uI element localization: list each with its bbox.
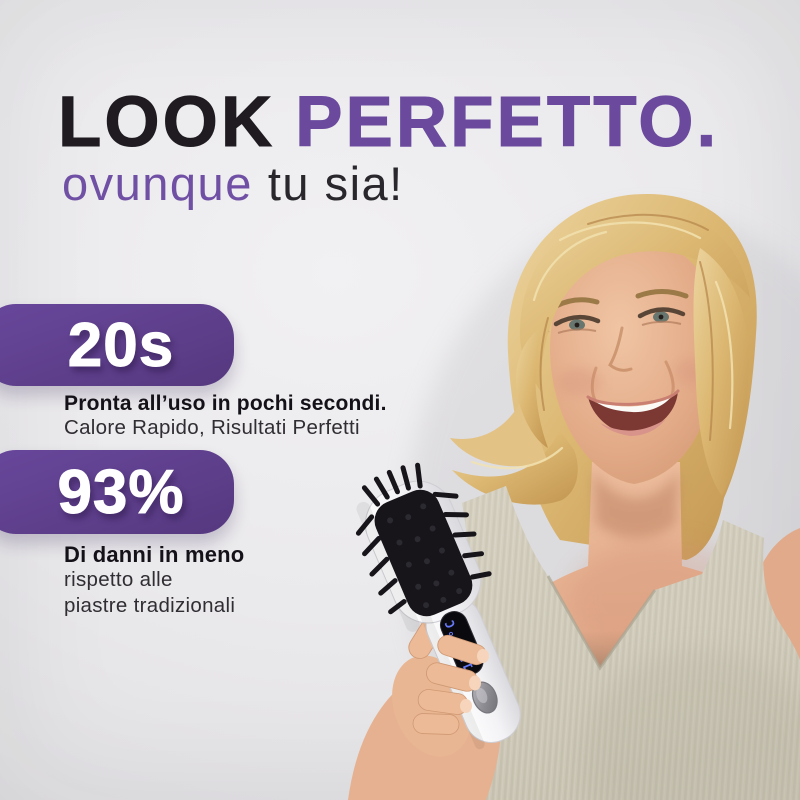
fingers [412,634,489,735]
nose [608,326,633,372]
smile [586,360,680,436]
power-button [471,681,498,714]
straightening-brush: 120 °C [355,462,521,750]
eyes [539,307,686,340]
tank-top [428,486,800,800]
hair-front [470,209,750,496]
brush-bristles [355,462,492,617]
face [539,242,717,484]
